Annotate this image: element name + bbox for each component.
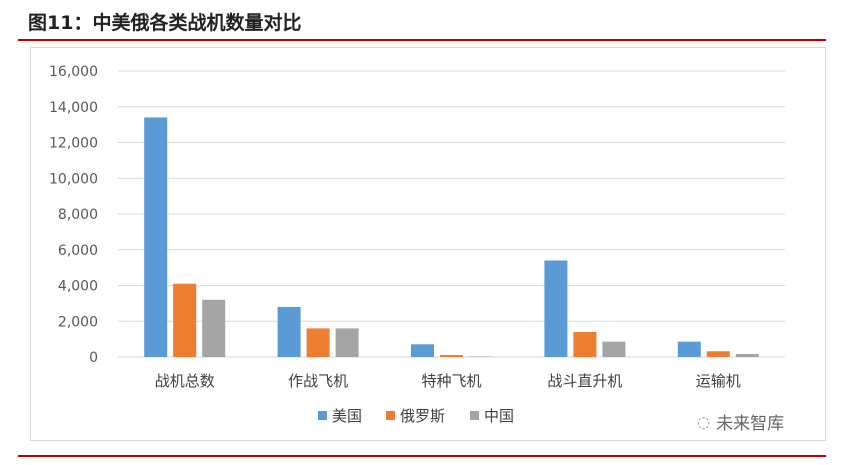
y-tick-label: 12,000	[49, 136, 98, 152]
y-tick-label: 4,000	[58, 279, 98, 295]
chart-frame	[30, 47, 826, 441]
legend-label: 美国	[332, 407, 362, 425]
bar-美国	[144, 117, 168, 357]
y-tick-label: 14,000	[49, 100, 98, 116]
bar-美国	[277, 306, 301, 357]
x-tick-label: 战斗直升机	[547, 372, 622, 390]
bar-俄罗斯	[573, 331, 597, 357]
bar-中国	[602, 341, 626, 357]
watermark: ◌ 未来智库	[697, 409, 785, 435]
bar-中国	[335, 328, 359, 357]
bottom-rule	[18, 455, 826, 457]
x-tick-label: 战机总数	[155, 372, 215, 390]
y-tick-label: 0	[89, 350, 98, 366]
watermark-text: 未来智库	[716, 414, 785, 434]
bar-俄罗斯	[440, 355, 463, 357]
bar-俄罗斯	[173, 283, 197, 357]
y-tick-label: 2,000	[58, 314, 98, 330]
bar-美国	[411, 344, 434, 357]
bar-俄罗斯	[706, 351, 730, 357]
legend-label: 俄罗斯	[400, 407, 445, 425]
y-tick-label: 16,000	[49, 64, 98, 80]
wechat-icon: ◌	[697, 412, 711, 431]
y-tick-label: 10,000	[49, 171, 98, 187]
bar-中国	[735, 353, 759, 357]
x-tick-label: 特种飞机	[421, 372, 481, 390]
legend-swatch	[386, 411, 395, 420]
y-tick-label: 6,000	[58, 243, 98, 259]
bar-美国	[677, 341, 701, 357]
top-rule	[18, 39, 826, 41]
figure-title: 图11：中美俄各类战机数量对比	[28, 12, 302, 34]
x-tick-label: 运输机	[696, 372, 741, 390]
legend-swatch	[318, 411, 327, 420]
bar-俄罗斯	[306, 328, 330, 357]
y-tick-label: 8,000	[58, 207, 98, 223]
bar-中国	[469, 356, 492, 357]
legend-swatch	[470, 411, 479, 420]
bar-中国	[202, 299, 226, 357]
legend-label: 中国	[484, 407, 514, 425]
x-tick-label: 作战飞机	[288, 372, 348, 390]
bar-美国	[544, 260, 568, 357]
